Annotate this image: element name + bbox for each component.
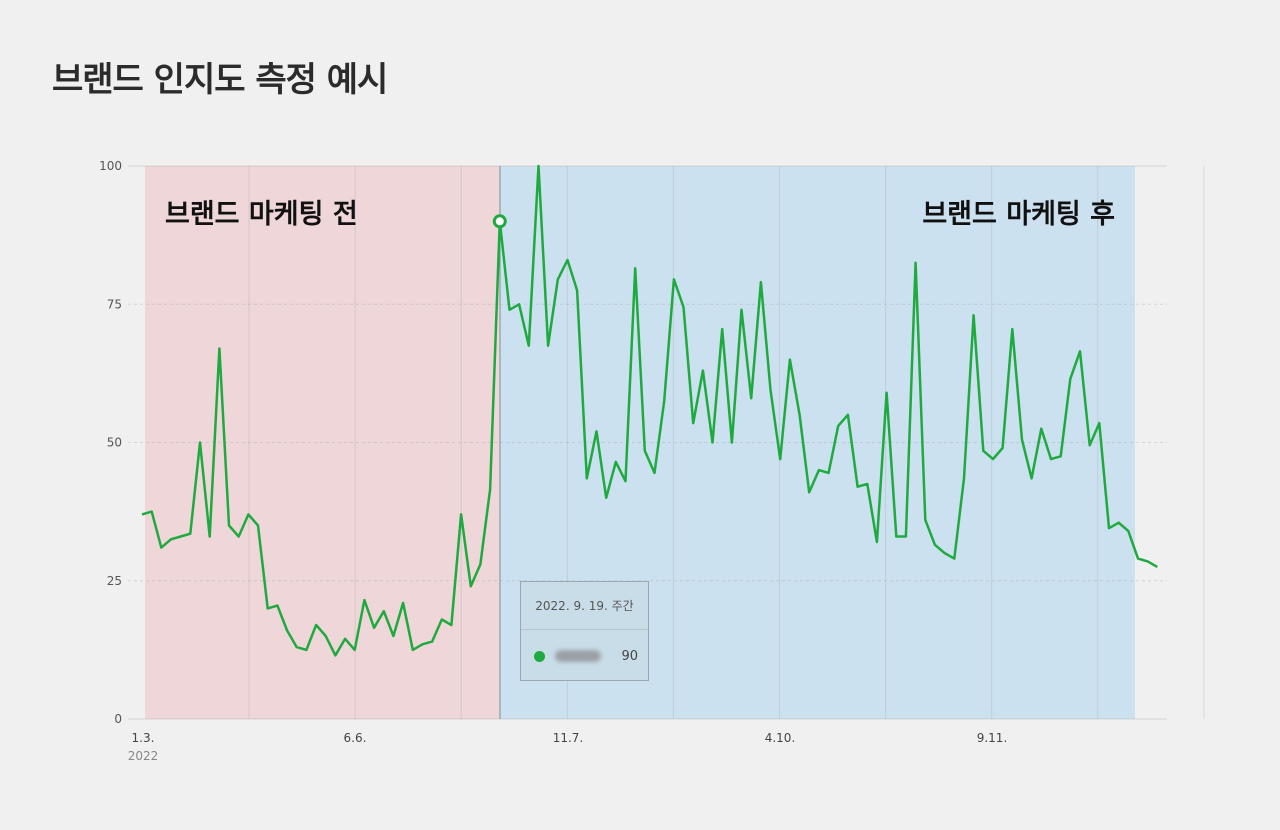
y-tick-label: 25 xyxy=(107,574,122,588)
region-label-after: 브랜드 마케팅 후 xyxy=(922,199,1115,230)
tooltip-date: 2022. 9. 19. 주간 xyxy=(521,582,648,630)
y-tick-label: 50 xyxy=(107,436,122,450)
region-label-before: 브랜드 마케팅 전 xyxy=(165,199,358,230)
blurred-series-name xyxy=(555,650,601,662)
x-tick-label: 1.3. xyxy=(132,731,155,745)
x-tick-label: 6.6. xyxy=(344,731,367,745)
x-tick-label: 11.7. xyxy=(553,731,584,745)
series-dot-icon xyxy=(534,650,545,662)
x-tick-label: 9.11. xyxy=(977,731,1008,745)
tooltip: 2022. 9. 19. 주간 90 xyxy=(520,581,649,681)
y-tick-label: 75 xyxy=(107,297,122,311)
highlight-point[interactable] xyxy=(492,214,507,229)
x-tick-year: 2022 xyxy=(128,749,159,763)
x-tick-label: 4.10. xyxy=(765,731,796,745)
region-before xyxy=(145,166,500,719)
page-title: 브랜드 인지도 측정 예시 xyxy=(52,60,388,100)
y-tick-label: 0 xyxy=(114,712,122,726)
y-tick-label: 100 xyxy=(99,159,122,173)
series-line xyxy=(141,164,1158,657)
tooltip-value: 90 xyxy=(621,648,638,664)
